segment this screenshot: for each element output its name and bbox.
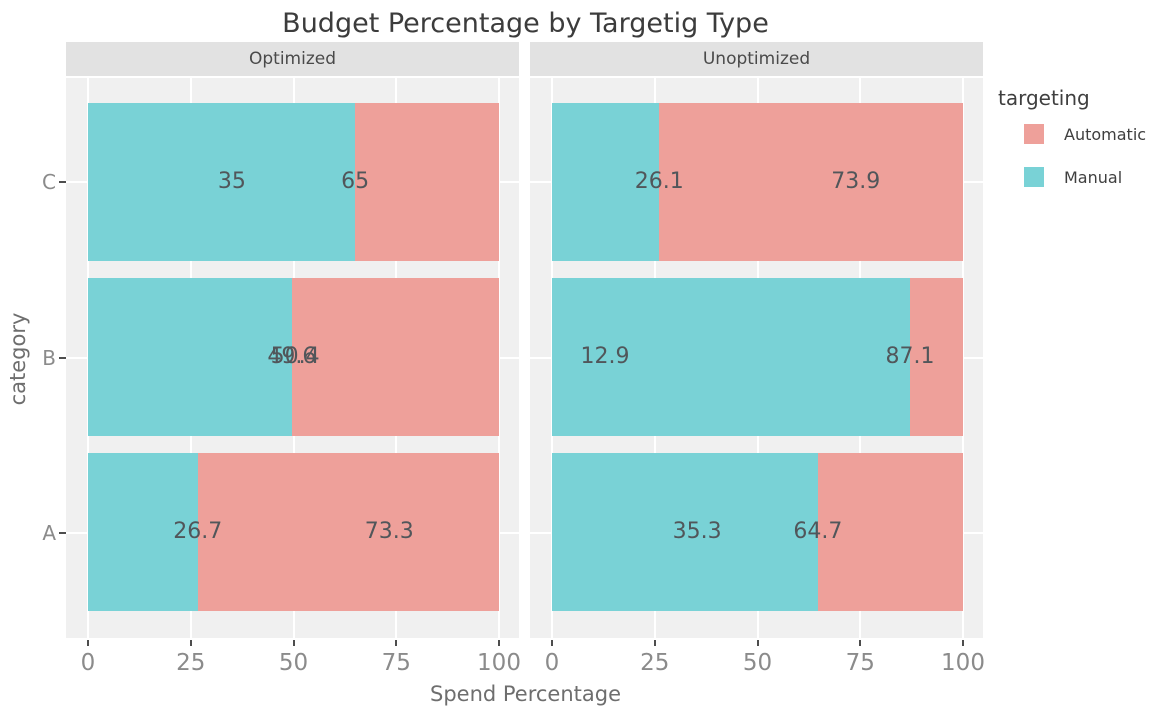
x-tick-label: 0: [80, 650, 96, 676]
bar-segment-automatic: [659, 103, 963, 261]
y-tick-label: C: [42, 170, 56, 194]
x-tick-label: 25: [640, 650, 670, 676]
bar-label-manual: 26.1: [634, 169, 684, 194]
bar-segment-manual: [88, 453, 198, 611]
bar-segment-automatic: [197, 453, 499, 611]
facet-strip: Optimized: [66, 42, 519, 76]
legend-title: targeting: [998, 86, 1090, 110]
x-tick-mark: [395, 640, 398, 646]
bar-segment-automatic: [817, 453, 963, 611]
facet-panel: 65 35 49.6 50.4 26.7 73.3: [66, 78, 519, 638]
legend: targeting Automatic Manual: [998, 86, 1146, 210]
bar-label-automatic: 73.3: [364, 519, 414, 544]
x-tick-label: 25: [176, 650, 206, 676]
x-tick-mark: [87, 640, 89, 646]
x-tick-mark: [756, 640, 759, 646]
x-tick-mark: [551, 640, 553, 646]
bar-segment-automatic: [291, 278, 499, 436]
x-tick-mark: [962, 640, 964, 646]
bar-label-manual: 65: [341, 169, 370, 194]
y-tick-mark: [59, 356, 66, 359]
chart-title: Budget Percentage by Targetig Type: [282, 8, 769, 39]
bar-segment-manual: [552, 278, 910, 436]
bar-label-manual: 64.7: [793, 519, 843, 544]
bar-segment-manual: [552, 103, 660, 261]
bar-segment-manual: [88, 103, 356, 261]
x-tick-label: 100: [477, 650, 521, 676]
x-tick-mark: [653, 640, 656, 646]
legend-swatch-manual: [1024, 167, 1044, 187]
y-tick-label: A: [42, 521, 56, 545]
x-tick-mark: [859, 640, 862, 646]
bar-segment-automatic: [909, 278, 963, 436]
legend-entry-label: Manual: [1064, 168, 1123, 187]
bar-label-manual: 87.1: [885, 344, 935, 369]
x-tick-label: 75: [381, 650, 411, 676]
x-tick-label: 100: [941, 650, 985, 676]
legend-entry: Manual: [1024, 167, 1122, 187]
x-tick-mark: [498, 640, 500, 646]
facet-strip: Unoptimized: [530, 42, 983, 76]
y-tick-mark: [59, 181, 66, 183]
x-tick-mark: [292, 640, 295, 646]
x-tick-label: 50: [742, 650, 773, 676]
bar-segment-manual: [88, 278, 292, 436]
x-tick-label: 75: [845, 650, 875, 676]
bar-label-automatic: 73.9: [831, 169, 881, 194]
y-tick-label: B: [42, 345, 56, 370]
bar-label-automatic: 35.3: [672, 519, 722, 544]
legend-swatch-automatic: [1024, 124, 1044, 144]
bar-label-manual: 49.6: [267, 344, 317, 369]
bar-segment-automatic: [355, 103, 499, 261]
legend-entry-label: Automatic: [1064, 125, 1147, 144]
y-tick-mark: [59, 532, 66, 534]
x-tick-label: 50: [278, 650, 309, 676]
bar-label-automatic: 50.4: [270, 344, 320, 369]
bar-label-automatic: 35: [217, 169, 246, 194]
bar-label-automatic: 12.9: [580, 344, 630, 369]
x-tick-mark: [189, 640, 192, 646]
facet-panel: 26.1 73.9 87.1 12.9 64.7 35.3: [530, 78, 983, 638]
x-axis-title: Spend Percentage: [429, 682, 622, 706]
legend-entry: Automatic: [1024, 124, 1146, 144]
x-tick-label: 0: [544, 650, 560, 676]
bar-label-manual: 26.7: [173, 519, 223, 544]
legend-entries: Automatic Manual: [998, 124, 1146, 187]
bar-segment-manual: [552, 453, 818, 611]
